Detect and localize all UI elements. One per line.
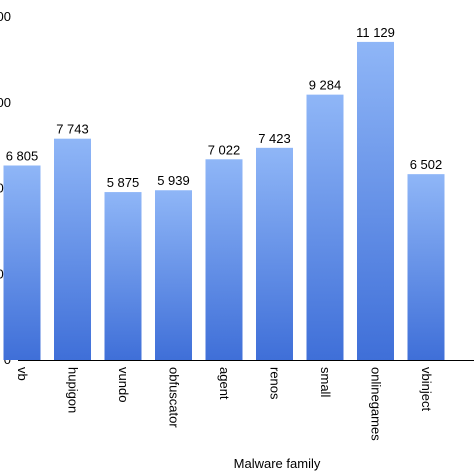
category-label-small: small — [318, 367, 333, 397]
bars — [3, 41, 445, 361]
category-label-onlinegames: onlinegames — [369, 367, 384, 441]
bar-hupigon — [54, 138, 91, 360]
category-label-vundo: vundo — [116, 367, 131, 402]
y-tick-label: 00 — [0, 9, 11, 24]
category-label-obfuscator: obfuscator — [167, 367, 182, 428]
bar-vbinject — [407, 174, 445, 360]
data-labels: 6 805 7 743 5 875 5 939 7 022 7 423 9 284 11 12… — [6, 25, 443, 190]
category-label-vbinject: vbinject — [419, 367, 434, 411]
data-label-onlinegames: 11 129 — [356, 25, 395, 40]
data-label-obfuscator: 5 939 — [157, 173, 190, 188]
y-tick-label: 00 — [0, 95, 11, 110]
data-label-hupigon: 7 743 — [56, 122, 89, 137]
x-axis-title: Malware family — [234, 456, 321, 471]
bar-onlinegames — [357, 41, 394, 360]
data-label-vb: 6 805 — [6, 148, 39, 163]
category-labels: vb hupigon vundo obfuscator agent renos small o… — [15, 367, 434, 441]
data-label-small: 9 284 — [309, 78, 342, 93]
data-label-vundo: 5 875 — [107, 175, 140, 190]
data-label-agent: 7 022 — [208, 142, 241, 157]
data-label-vbinject: 6 502 — [410, 157, 443, 172]
bar-vb — [3, 165, 41, 360]
category-label-vb: vb — [15, 367, 30, 381]
category-label-hupigon: hupigon — [66, 367, 81, 413]
bar-vundo — [104, 192, 142, 360]
bar-small — [306, 94, 344, 361]
category-label-renos: renos — [268, 367, 283, 400]
bar-obfuscator — [155, 190, 192, 360]
data-label-renos: 7 423 — [258, 131, 291, 146]
category-label-agent: agent — [217, 367, 232, 400]
bar-renos — [256, 147, 293, 360]
bar-agent — [205, 159, 243, 360]
